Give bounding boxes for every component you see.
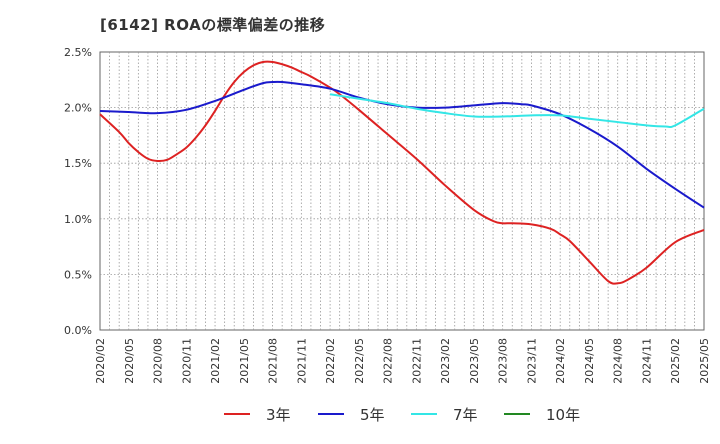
x-tick-label: 2024/08 [612,338,625,384]
x-tick-label: 2021/05 [238,338,251,384]
x-tick-label: 2025/02 [669,338,682,384]
x-tick-label: 2021/08 [267,338,280,384]
x-tick-label: 2022/02 [324,338,337,384]
y-tick-label: 0.5% [64,268,92,281]
x-tick-label: 2022/11 [410,338,423,384]
series-lines [99,60,705,285]
x-tick-label: 2021/11 [295,338,308,384]
x-tick-label: 2020/05 [123,338,136,384]
x-tick-label: 2023/11 [525,338,538,384]
x-tick-label: 2022/08 [382,338,395,384]
legend-label: 10年 [546,406,580,424]
chart-title: [6142] ROAの標準偏差の推移 [100,16,326,34]
y-tick-label: 2.0% [64,102,92,115]
y-tick-label: 1.5% [64,157,92,170]
x-tick-label: 2025/05 [698,338,711,384]
grid-lines [100,52,704,330]
legend: 3年 5年 7年 10年 [224,406,580,424]
x-tick-label: 2024/11 [640,338,653,384]
x-tick-label: 2023/05 [468,338,481,384]
series-line-1 [99,60,705,285]
legend-label: 5年 [360,406,385,424]
series-line-2 [99,80,705,209]
x-tick-label: 2020/02 [94,338,107,384]
y-tick-label: 2.5% [64,46,92,59]
y-axis-tick-labels: 0.0% 0.5% 1.0% 1.5% 2.0% 2.5% [64,46,92,337]
x-tick-label: 2020/08 [152,338,165,384]
x-tick-label: 2022/05 [353,338,366,384]
legend-label: 3年 [266,406,291,424]
y-tick-label: 1.0% [64,213,92,226]
x-tick-label: 2023/02 [439,338,452,384]
x-tick-label: 2021/02 [209,338,222,384]
x-tick-label: 2024/02 [554,338,567,384]
series-line-3 [329,93,705,129]
legend-label: 7年 [453,406,478,424]
x-tick-label: 2023/08 [497,338,510,384]
y-tick-label: 0.0% [64,324,92,337]
x-axis-tick-labels: 2020/02 2020/05 2020/08 2020/11 2021/02 2021/… [94,338,711,384]
x-tick-label: 2020/11 [180,338,193,384]
plot-area [99,51,705,331]
x-tick-label: 2024/05 [583,338,596,384]
